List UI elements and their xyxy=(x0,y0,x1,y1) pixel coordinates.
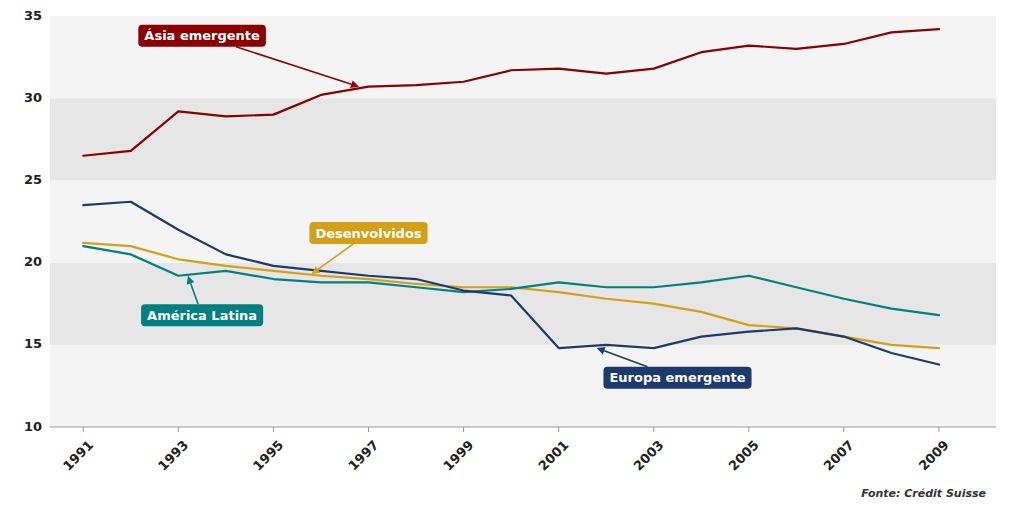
y-tick-label: 25 xyxy=(24,172,42,187)
x-tick xyxy=(178,427,179,432)
y-band xyxy=(50,98,996,180)
bands xyxy=(50,16,996,427)
arrow-shaft xyxy=(318,244,353,269)
y-axis: 10 15 20 25 30 35 xyxy=(24,8,42,434)
arrow-head xyxy=(187,276,195,285)
x-tick-label: 2005 xyxy=(726,437,762,473)
series-line xyxy=(83,202,939,365)
arrow-head xyxy=(350,80,359,88)
series-line xyxy=(83,29,939,156)
arrow-head xyxy=(311,266,320,274)
chart: 10 15 20 25 30 35 1991 1993 1995 1997 1999 2001 2003… xyxy=(0,0,1016,505)
annotation-label: América Latina xyxy=(147,308,257,323)
y-tick-label: 10 xyxy=(24,419,42,434)
annotation-label: Europa emergente xyxy=(609,370,745,385)
x-tick-label: 2003 xyxy=(630,437,666,473)
annotation-arrow xyxy=(236,47,359,88)
annotation-arrow xyxy=(311,244,353,274)
y-band xyxy=(50,180,996,262)
arrow-shaft xyxy=(191,283,199,304)
x-tick-label: 2001 xyxy=(535,437,571,473)
x-tick xyxy=(748,427,749,432)
y-band xyxy=(50,16,996,98)
annotation-label: Desenvolvidos xyxy=(315,226,421,241)
annotation-box xyxy=(309,222,427,244)
y-tick-label: 30 xyxy=(24,90,42,105)
x-tick-label: 1997 xyxy=(345,437,381,473)
x-tick-label: 2007 xyxy=(821,437,857,473)
annotation-arrow xyxy=(597,347,648,367)
arrow-shaft xyxy=(236,47,351,84)
y-tick-label: 15 xyxy=(24,336,42,351)
arrow-head xyxy=(597,347,606,355)
annotation-box xyxy=(141,304,263,326)
x-tick xyxy=(938,427,939,432)
x-tick xyxy=(83,427,84,432)
annotation: Europa emergente xyxy=(597,347,752,389)
x-tick-label: 1999 xyxy=(440,437,476,473)
y-tick-label: 35 xyxy=(24,8,42,23)
annotation: Ásia emergente xyxy=(138,25,359,88)
x-tick xyxy=(368,427,369,432)
annotation-box xyxy=(603,367,751,389)
x-tick xyxy=(273,427,274,432)
x-tick xyxy=(843,427,844,432)
arrow-shaft xyxy=(604,351,647,367)
annotation: Desenvolvidos xyxy=(309,222,427,274)
source-note: Fonte: Crédit Suisse xyxy=(861,487,986,500)
x-tick-label: 1993 xyxy=(155,437,191,473)
x-tick xyxy=(463,427,464,432)
annotation-label: Ásia emergente xyxy=(144,28,260,43)
annotation-arrow xyxy=(187,276,198,304)
x-tick xyxy=(653,427,654,432)
annotation: América Latina xyxy=(141,276,263,326)
x-tick-label: 1991 xyxy=(60,437,96,473)
x-tick-label: 2009 xyxy=(916,437,952,473)
x-tick xyxy=(558,427,559,432)
y-band xyxy=(50,345,996,427)
lines xyxy=(83,29,939,364)
y-tick-label: 20 xyxy=(24,254,42,269)
x-tick-label: 1995 xyxy=(250,437,286,473)
annotations: Ásia emergente Desenvolvidos América Latin… xyxy=(138,25,751,389)
annotation-box xyxy=(138,25,266,47)
x-axis: 1991 1993 1995 1997 1999 2001 2003 2005 2007 2009 xyxy=(50,427,996,473)
x-axis-line xyxy=(50,427,996,428)
